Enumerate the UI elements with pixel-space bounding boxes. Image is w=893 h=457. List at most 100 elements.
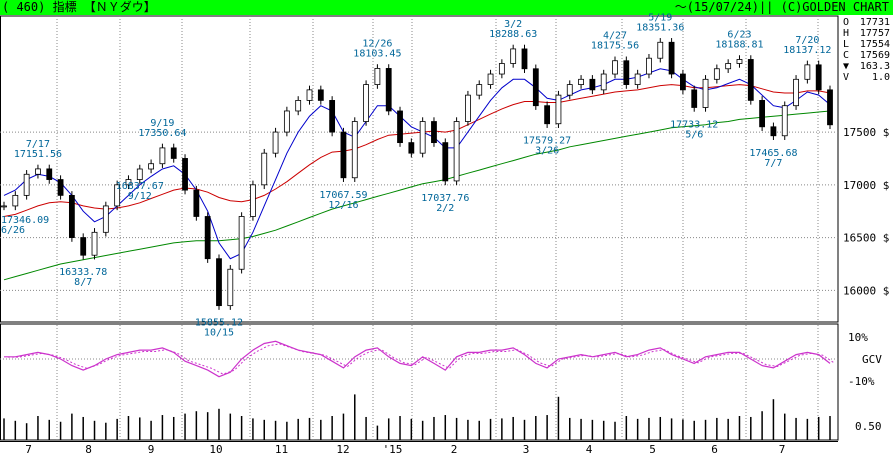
candle-body: [136, 168, 143, 180]
candle-body: [317, 89, 324, 101]
ohlc-value: 1.0: [872, 72, 890, 83]
candle-body: [340, 131, 347, 179]
title-symbol: ( 460) 指標 【ＮＹダウ】: [2, 0, 156, 14]
candle-body: [57, 179, 64, 196]
candle-body: [204, 216, 211, 260]
candle-body: [680, 73, 686, 91]
candle-body: [397, 110, 403, 144]
ohlc-label: H: [843, 28, 849, 39]
candle-body: [12, 194, 19, 207]
price-annotation: 18351.36: [636, 22, 684, 33]
price-annotation: 6/26: [1, 225, 25, 236]
candle-body: [295, 100, 302, 112]
price-annotation: 8/7: [74, 277, 92, 288]
ohlc-label: ▼: [843, 61, 849, 72]
candle-body: [600, 73, 607, 91]
month-label: 9: [148, 443, 155, 456]
price-annotation: 7/20: [795, 35, 819, 46]
price-annotation: 18175.56: [591, 41, 639, 52]
candle-body: [793, 78, 799, 107]
candle-body: [283, 110, 290, 133]
month-label: 3: [523, 443, 530, 456]
candle-body: [815, 64, 822, 91]
candle-body: [827, 89, 833, 126]
price-annotation: 17350.64: [138, 128, 186, 139]
candle-body: [23, 173, 30, 196]
candle-body: [555, 94, 562, 125]
price-annotation: 17151.56: [14, 149, 62, 160]
candle-body: [532, 68, 539, 107]
month-label: 10: [209, 443, 222, 456]
candle-body: [68, 194, 75, 238]
month-label: 2: [451, 443, 458, 456]
price-annotation: 3/2: [504, 19, 522, 30]
candle-body: [634, 73, 641, 85]
title-date-copyright: ～(15/07/24)|| (C)GOLDEN CHART: [674, 0, 889, 14]
candle-body: [385, 68, 392, 112]
candle-body: [250, 184, 256, 217]
price-annotation: 7/7: [764, 158, 782, 169]
candle-body: [238, 216, 245, 270]
candle-body: [351, 121, 358, 179]
candle-body: [759, 100, 766, 128]
month-label: 7: [779, 443, 786, 456]
month-label: 7: [25, 443, 32, 456]
candle-body: [261, 152, 268, 186]
candle-body: [363, 84, 369, 122]
candle-body: [216, 258, 222, 307]
candle-body: [702, 78, 709, 108]
price-annotation: 17346.09: [1, 215, 49, 226]
oscillator-line: [4, 340, 831, 378]
month-label: 5: [649, 443, 656, 456]
candle-body: [612, 60, 618, 75]
candle-body: [487, 73, 494, 85]
candle-body: [46, 168, 53, 180]
ohlc-label: V: [843, 72, 849, 83]
month-label: 6: [711, 443, 718, 456]
candle-body: [408, 142, 415, 154]
month-label: '15: [383, 443, 403, 456]
month-label: 12: [336, 443, 349, 456]
candle-body: [374, 68, 381, 85]
candle-body: [646, 57, 652, 75]
price-tick-label: 17500 $: [843, 126, 889, 139]
price-annotation: 12/16: [328, 200, 358, 211]
candle-body: [770, 126, 777, 137]
price-annotation: 5/6: [685, 129, 703, 140]
candle-body: [781, 105, 788, 137]
candle-body: [329, 100, 336, 133]
price-annotation: 15855.12: [195, 318, 243, 329]
title-bar: ( 460) 指標 【ＮＹダウ】 ～(15/07/24)|| (C)GOLDEN…: [0, 0, 893, 15]
month-label: 4: [586, 443, 593, 456]
ohlc-label: L: [843, 39, 849, 50]
candle-body: [521, 48, 528, 70]
price-tick-label: 16000 $: [843, 284, 889, 297]
candle-body: [182, 158, 188, 191]
candle-body: [510, 48, 517, 64]
ma-short-line: [3, 68, 831, 260]
price-annotation: 4/27: [603, 31, 627, 42]
price-annotation: 5/19: [648, 12, 672, 23]
candle-body: [476, 84, 483, 96]
ma-long-line: [3, 110, 831, 281]
candle-body: [80, 237, 87, 256]
month-label: 8: [85, 443, 92, 456]
indicator-panel-frame: [0, 323, 839, 441]
price-annotation: 10/15: [204, 328, 234, 339]
price-annotation: 6/23: [727, 29, 751, 40]
price-annotation: 16837.67: [116, 181, 164, 192]
oscillator-tick-label: 10%: [848, 331, 868, 344]
candle-body: [159, 147, 166, 165]
price-annotation: 17037.76: [421, 193, 469, 204]
candle-body: [148, 163, 154, 170]
candle-body: [419, 121, 426, 154]
price-annotation: 16333.78: [59, 267, 107, 278]
price-annotation: 17733.12: [670, 119, 718, 130]
candle-body: [736, 59, 743, 64]
price-annotation: 18103.45: [353, 48, 401, 59]
price-annotation: 12/26: [362, 38, 392, 49]
candle-body: [1, 205, 7, 208]
ohlc-value: 17731: [860, 17, 890, 28]
